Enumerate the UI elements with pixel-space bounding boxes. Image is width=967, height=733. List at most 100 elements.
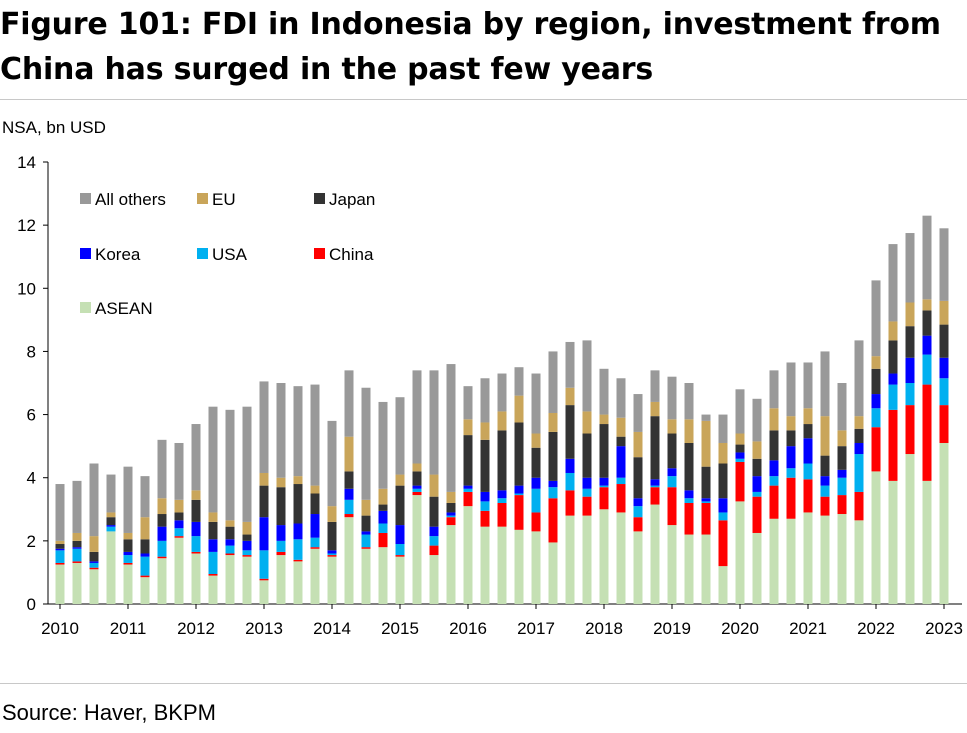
bar-segment-japan <box>361 515 371 532</box>
y-tick-label: 4 <box>27 469 36 488</box>
bar-segment-china <box>837 495 847 515</box>
bar-segment-eu <box>735 433 745 445</box>
bar-segment-eu <box>548 412 558 432</box>
bar-segment-eu <box>429 474 439 497</box>
bar-segment-china <box>514 495 524 530</box>
bar-segment-japan <box>633 457 643 499</box>
x-tick-label: 2017 <box>517 619 555 638</box>
bar-segment-usa <box>191 536 201 552</box>
bar-segment-eu <box>837 430 847 447</box>
bar-segment-asean <box>446 525 456 604</box>
bar-segment-usa <box>769 476 779 486</box>
bar-segment-japan <box>514 422 524 486</box>
bar-segment-china <box>361 547 371 549</box>
bar-segment-all-others <box>497 373 507 412</box>
bar-segment-usa <box>208 551 218 575</box>
bar-segment-asean <box>378 547 388 604</box>
bar-segment-korea <box>888 373 898 385</box>
bar-segment-china <box>616 484 626 513</box>
bar-segment-china <box>820 496 830 516</box>
bar-segment-japan <box>803 424 813 439</box>
bar-segment-china <box>395 555 405 557</box>
x-tick-label: 2020 <box>721 619 759 638</box>
bar-segment-korea <box>174 520 184 529</box>
bar-segment-all-others <box>123 466 133 533</box>
bar-segment-all-others <box>293 386 303 477</box>
x-tick-label: 2019 <box>653 619 691 638</box>
bar-segment-usa <box>378 523 388 533</box>
bar-segment-eu <box>242 521 252 535</box>
bar-segment-all-others <box>650 370 660 402</box>
bar-segment-all-others <box>361 387 371 500</box>
bar-segment-china <box>650 487 660 505</box>
x-tick-label: 2022 <box>857 619 895 638</box>
y-axis-unit-label: NSA, bn USD <box>2 118 106 137</box>
bar-segment-usa <box>89 562 99 568</box>
bar-segment-asean <box>55 564 65 604</box>
bar-segment-all-others <box>548 351 558 413</box>
bar-segment-japan <box>752 458 762 477</box>
bar-segment-japan <box>293 484 303 524</box>
bar-segment-eu <box>565 387 575 406</box>
bar-segment-all-others <box>735 389 745 434</box>
bar-segment-usa <box>310 537 320 548</box>
bar-segment-all-others <box>208 406 218 513</box>
bar-segment-usa <box>803 463 813 480</box>
bar-segment-asean <box>633 531 643 604</box>
bar-segment-asean <box>871 471 881 604</box>
bar-segment-eu <box>922 299 932 311</box>
bar-segment-japan <box>565 405 575 459</box>
y-tick-label: 8 <box>27 342 36 361</box>
bar-segment-asean <box>718 566 728 604</box>
bar-segment-asean <box>786 518 796 604</box>
bar-segment-korea <box>123 551 133 556</box>
bar-segment-korea <box>616 446 626 478</box>
bar-segment-korea <box>769 460 779 477</box>
bar-segment-china <box>378 532 388 548</box>
bar-segment-eu <box>191 490 201 500</box>
bar-segment-usa <box>174 528 184 537</box>
bar-segment-eu <box>650 401 660 417</box>
bar-segment-japan <box>837 446 847 470</box>
bar-segment-japan <box>786 430 796 447</box>
bar-segment-eu <box>225 520 235 527</box>
bar-segment-all-others <box>344 370 354 437</box>
bar-segment-all-others <box>701 414 711 421</box>
x-tick-label: 2012 <box>177 619 215 638</box>
bar-segment-usa <box>718 512 728 521</box>
bar-segment-eu <box>514 395 524 423</box>
bar-segment-usa <box>123 555 133 563</box>
bar-segment-japan <box>650 416 660 480</box>
bar-segment-korea <box>752 476 762 492</box>
bar-segment-korea <box>55 548 65 551</box>
bar-segment-usa <box>157 540 167 557</box>
x-tick-label: 2014 <box>313 619 351 638</box>
bar-segment-japan <box>55 544 65 549</box>
bar-segment-korea <box>191 521 201 537</box>
bar-segment-korea <box>582 477 592 489</box>
bar-segment-eu <box>854 416 864 429</box>
bar-segment-eu <box>412 463 422 472</box>
bar-segment-japan <box>616 436 626 447</box>
bar-segment-korea <box>225 539 235 546</box>
bar-segment-korea <box>684 490 694 499</box>
bar-segment-eu <box>157 498 167 515</box>
bar-segment-asean <box>123 564 133 604</box>
bar-segment-all-others <box>463 386 473 420</box>
bar-segment-all-others <box>803 362 813 409</box>
bar-segment-all-others <box>769 370 779 409</box>
bar-segment-asean <box>72 562 82 604</box>
legend-label-all-others: All others <box>95 190 166 209</box>
bar-segment-eu <box>871 356 881 369</box>
bar-segment-japan <box>684 442 694 491</box>
bar-segment-eu <box>905 302 915 327</box>
y-tick-label: 2 <box>27 532 36 551</box>
bar-segment-japan <box>310 493 320 515</box>
bar-segment-eu <box>803 408 813 425</box>
x-tick-label: 2010 <box>41 619 79 638</box>
legend-swatch-eu <box>197 193 208 204</box>
bar-segment-asean <box>820 515 830 604</box>
bar-segment-china <box>89 567 99 570</box>
bar-segment-all-others <box>905 233 915 303</box>
bar-segment-asean <box>106 531 116 604</box>
